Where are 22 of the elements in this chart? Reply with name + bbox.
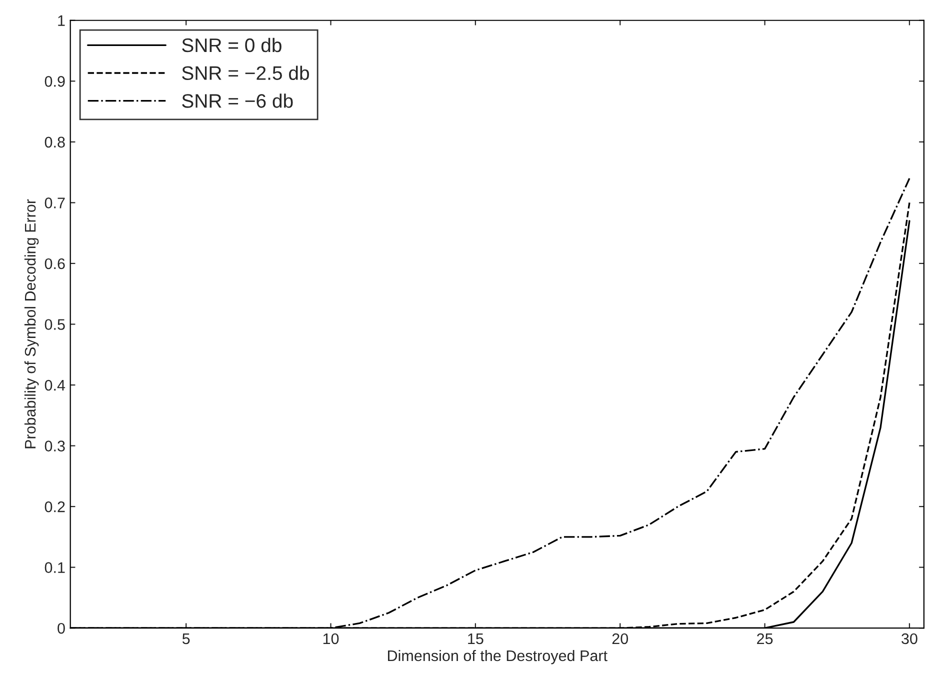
y-tick-label: 0 <box>58 622 65 634</box>
x-tick-label: 25 <box>757 633 773 644</box>
y-tick-label: 0.5 <box>44 319 65 330</box>
x-tick-label: 10 <box>323 633 339 644</box>
y-tick-label: 0.6 <box>44 258 65 270</box>
x-tick-label: 5 <box>182 633 190 644</box>
y-tick-label: 0.1 <box>44 562 65 573</box>
legend-label: SNR = 0 db <box>182 38 282 52</box>
y-tick-label: 0.3 <box>44 440 65 452</box>
y-tick-label: 1 <box>58 15 65 26</box>
y-tick-label: 0.8 <box>44 136 65 148</box>
x-tick-label: 30 <box>902 633 918 644</box>
legend-label: SNR = −6 db <box>182 94 293 108</box>
y-tick-label: 0.2 <box>44 501 65 512</box>
x-axis-title: Dimension of the Destroyed Part <box>388 650 608 664</box>
y-tick-label: 0.7 <box>44 198 65 208</box>
y-axis-title: Probability of Symbol Decoding Error <box>24 199 39 448</box>
x-tick-label: 20 <box>612 633 628 644</box>
legend-label: SNR = −2.5 db <box>182 66 309 80</box>
y-tick-label: 0.4 <box>44 380 66 391</box>
x-tick-label: 15 <box>468 633 484 644</box>
y-tick-label: 0.9 <box>44 76 65 87</box>
